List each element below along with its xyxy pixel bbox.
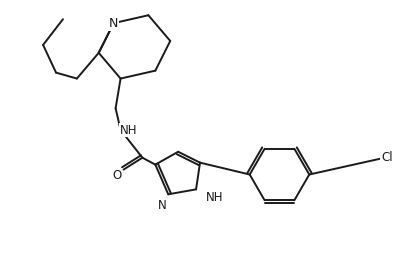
Text: N: N (109, 17, 118, 30)
Text: NH: NH (205, 191, 223, 204)
Text: NH: NH (119, 124, 137, 136)
Text: O: O (112, 169, 121, 182)
Text: Cl: Cl (380, 151, 392, 164)
Text: N: N (157, 199, 166, 212)
